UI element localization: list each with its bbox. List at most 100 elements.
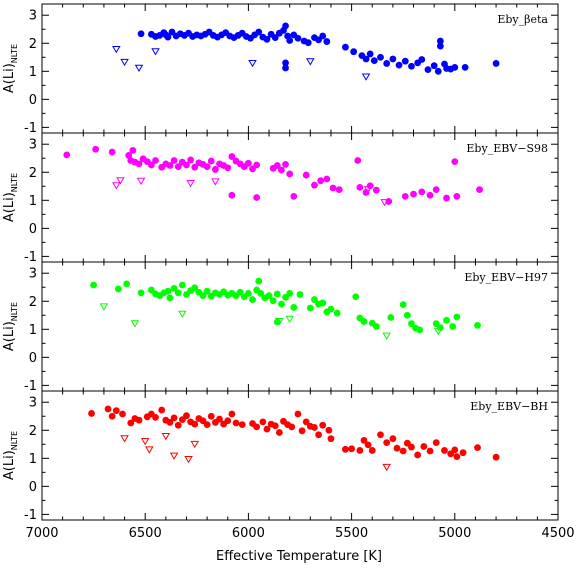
data-point bbox=[368, 447, 376, 454]
data-point bbox=[294, 34, 302, 42]
data-point bbox=[327, 305, 335, 313]
y-tick-label: 0 bbox=[29, 480, 37, 495]
data-point bbox=[187, 156, 195, 164]
data-point bbox=[207, 157, 215, 165]
data-point bbox=[443, 194, 450, 202]
data-point bbox=[360, 436, 368, 444]
y-axis-title-main: A(Li) bbox=[2, 450, 17, 480]
y-axis-title: A(Li)NLTE bbox=[2, 173, 19, 222]
data-point bbox=[271, 34, 279, 42]
data-series bbox=[90, 277, 481, 334]
data-point bbox=[170, 284, 178, 292]
y-tick-label: -1 bbox=[24, 121, 37, 136]
data-point bbox=[408, 62, 415, 70]
data-point bbox=[360, 318, 368, 325]
data-point bbox=[119, 410, 126, 418]
data-point bbox=[296, 291, 304, 298]
data-point bbox=[453, 192, 461, 200]
y-tick-label: 2 bbox=[29, 166, 37, 181]
data-point bbox=[453, 453, 461, 461]
data-point bbox=[350, 48, 358, 56]
data-point bbox=[354, 157, 362, 164]
data-point bbox=[236, 288, 244, 296]
chart-panel: -1 0 1 2 3 Eby_EBV−BH A(Li)NLTE bbox=[2, 390, 559, 523]
data-point bbox=[492, 453, 500, 461]
data-point bbox=[434, 67, 442, 75]
y-tick-label: 2 bbox=[29, 295, 37, 310]
data-point bbox=[319, 32, 327, 40]
data-point bbox=[174, 421, 182, 429]
data-point bbox=[441, 447, 448, 454]
y-tick-label: 3 bbox=[29, 138, 37, 153]
data-series bbox=[137, 22, 500, 75]
data-point bbox=[271, 422, 279, 430]
y-tick-label: 0 bbox=[29, 351, 37, 366]
y-tick-label: -1 bbox=[24, 250, 37, 265]
data-point bbox=[492, 60, 500, 67]
data-point bbox=[92, 145, 100, 153]
data-point bbox=[395, 61, 403, 69]
upper-limit-point bbox=[361, 73, 371, 81]
upper-limit-point bbox=[134, 64, 144, 73]
upper-limit-point bbox=[178, 310, 187, 318]
upper-limit-point bbox=[120, 58, 129, 67]
upper-limit-point bbox=[184, 455, 193, 464]
data-point bbox=[137, 289, 145, 297]
y-axis-title-subscript: NLTE bbox=[10, 44, 19, 63]
upper-limit-point bbox=[363, 186, 373, 194]
data-point bbox=[383, 439, 391, 446]
data-point bbox=[275, 429, 283, 436]
data-point bbox=[383, 60, 391, 67]
data-point bbox=[224, 164, 232, 172]
panel-label: Eby_βeta bbox=[497, 13, 548, 26]
data-point bbox=[255, 277, 263, 285]
data-point bbox=[335, 186, 343, 194]
data-point bbox=[112, 407, 120, 415]
data-point bbox=[298, 427, 306, 435]
data-point bbox=[401, 57, 409, 65]
data-point bbox=[286, 290, 294, 297]
data-point bbox=[286, 37, 294, 44]
y-tick-label: 1 bbox=[29, 323, 37, 338]
panel-label: Eby_EBV−S98 bbox=[466, 142, 548, 155]
y-axis-title: A(Li)NLTE bbox=[2, 431, 19, 480]
data-point bbox=[158, 406, 166, 414]
y-axis-title-main: A(Li) bbox=[2, 63, 17, 93]
panel-label: Eby_EBV−BH bbox=[470, 400, 548, 413]
data-point bbox=[147, 161, 155, 169]
data-point bbox=[228, 153, 236, 160]
data-point bbox=[342, 445, 349, 453]
upper-limit-point bbox=[136, 177, 146, 186]
data-point bbox=[451, 446, 459, 454]
y-tick-label: 3 bbox=[29, 9, 37, 24]
data-point bbox=[238, 421, 246, 429]
data-point bbox=[377, 431, 384, 439]
data-point bbox=[191, 420, 199, 428]
data-point bbox=[191, 163, 199, 171]
y-tick-label: 1 bbox=[29, 194, 37, 209]
data-point bbox=[263, 35, 271, 43]
data-point bbox=[207, 412, 215, 420]
data-point bbox=[253, 194, 261, 201]
data-point bbox=[178, 281, 186, 289]
data-point bbox=[323, 175, 331, 183]
data-point bbox=[265, 292, 273, 300]
data-point bbox=[253, 161, 261, 169]
data-point bbox=[389, 435, 397, 443]
panel-label: Eby_EBV−H97 bbox=[464, 271, 548, 284]
upper-limit-point bbox=[116, 177, 125, 185]
data-point bbox=[290, 192, 298, 200]
upper-limit-point bbox=[380, 199, 389, 207]
data-point bbox=[432, 186, 440, 194]
data-point bbox=[372, 323, 380, 330]
data-point bbox=[164, 33, 172, 41]
data-series bbox=[112, 177, 389, 207]
x-tick-label: 5000 bbox=[438, 526, 471, 541]
upper-limit-point bbox=[306, 58, 315, 66]
data-point bbox=[323, 38, 331, 45]
upper-limit-point bbox=[382, 463, 391, 472]
data-point bbox=[453, 313, 461, 321]
upper-limit-point bbox=[186, 180, 195, 188]
data-point bbox=[426, 191, 434, 199]
